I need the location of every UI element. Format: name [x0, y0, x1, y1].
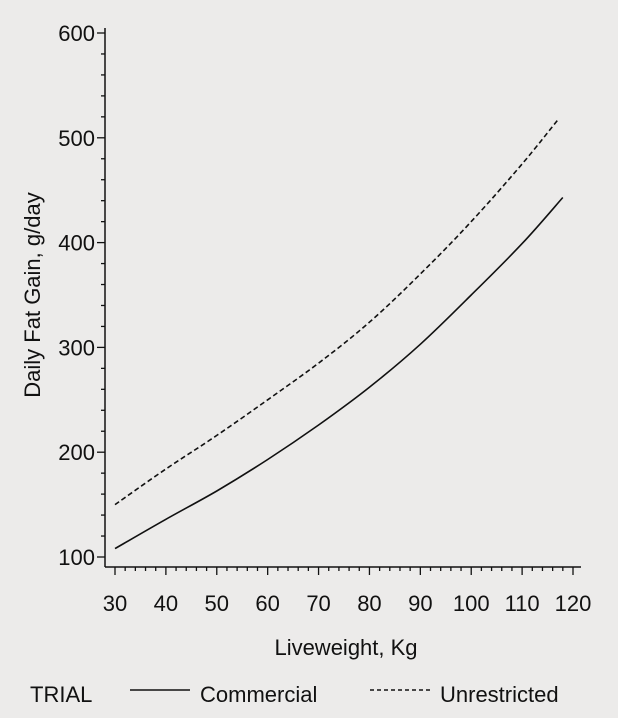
- series-layer: [114, 119, 564, 550]
- y-tick-label: 100: [58, 545, 95, 570]
- y-tick-label: 300: [58, 335, 95, 360]
- ticks: [97, 32, 574, 575]
- x-tick-label: 70: [306, 591, 330, 616]
- legend-label-unrestricted: Unrestricted: [440, 682, 559, 707]
- x-tick-label: 60: [255, 591, 279, 616]
- series-line-commercial: [114, 196, 564, 550]
- legend-label-commercial: Commercial: [200, 682, 317, 707]
- x-axis-title: Liveweight, Kg: [274, 635, 417, 660]
- series-line-unrestricted: [114, 119, 559, 506]
- tick-labels: 100 200 300 400 500 600 30 40 50 60 70 80 90 100 110 12…: [58, 21, 591, 616]
- y-tick-label: 500: [58, 126, 95, 151]
- x-tick-label: 80: [357, 591, 381, 616]
- legend-title: TRIAL: [30, 682, 92, 707]
- x-tick-label: 50: [205, 591, 229, 616]
- x-tick-label: 120: [555, 591, 592, 616]
- x-tick-label: 90: [408, 591, 432, 616]
- y-tick-label: 400: [58, 231, 95, 256]
- y-tick-label: 200: [58, 440, 95, 465]
- x-tick-label: 100: [453, 591, 490, 616]
- y-tick-label: 600: [58, 21, 95, 46]
- x-tick-label: 40: [154, 591, 178, 616]
- x-tick-label: 30: [103, 591, 127, 616]
- legend: TRIAL Commercial Unrestricted: [30, 682, 559, 707]
- axes: [104, 28, 581, 568]
- y-axis-title: Daily Fat Gain, g/day: [20, 192, 45, 397]
- x-tick-label: 110: [505, 591, 540, 616]
